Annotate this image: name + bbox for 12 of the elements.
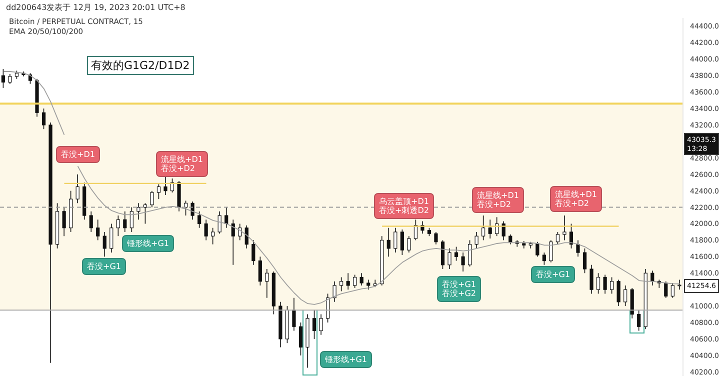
annotation: 吞没+D1 [61,150,95,159]
annotation: 锤形线+G1 [325,355,367,364]
annotation: 流星线+D1 吞没+D2 [161,155,203,173]
annotation: 流星线+D1 吞没+D2 [555,190,597,208]
text: dd200643发表于 12月 19, 2023 20:01 UTC+8 [6,2,186,13]
annotation: 吞没+G1 吞没+G2 [442,280,476,298]
annotation: 吞没+G1 [87,262,121,271]
annotation: 锤形线+G1 [127,239,169,248]
annotation: 吞没+G1 [536,270,570,279]
text: 有效的G1G2/D1D2 [87,56,194,75]
annotation: 乌云盖顶+D1 吞没+刺透D2 [379,197,429,215]
annotation: 流星线+D1 吞没+D2 [477,191,519,209]
